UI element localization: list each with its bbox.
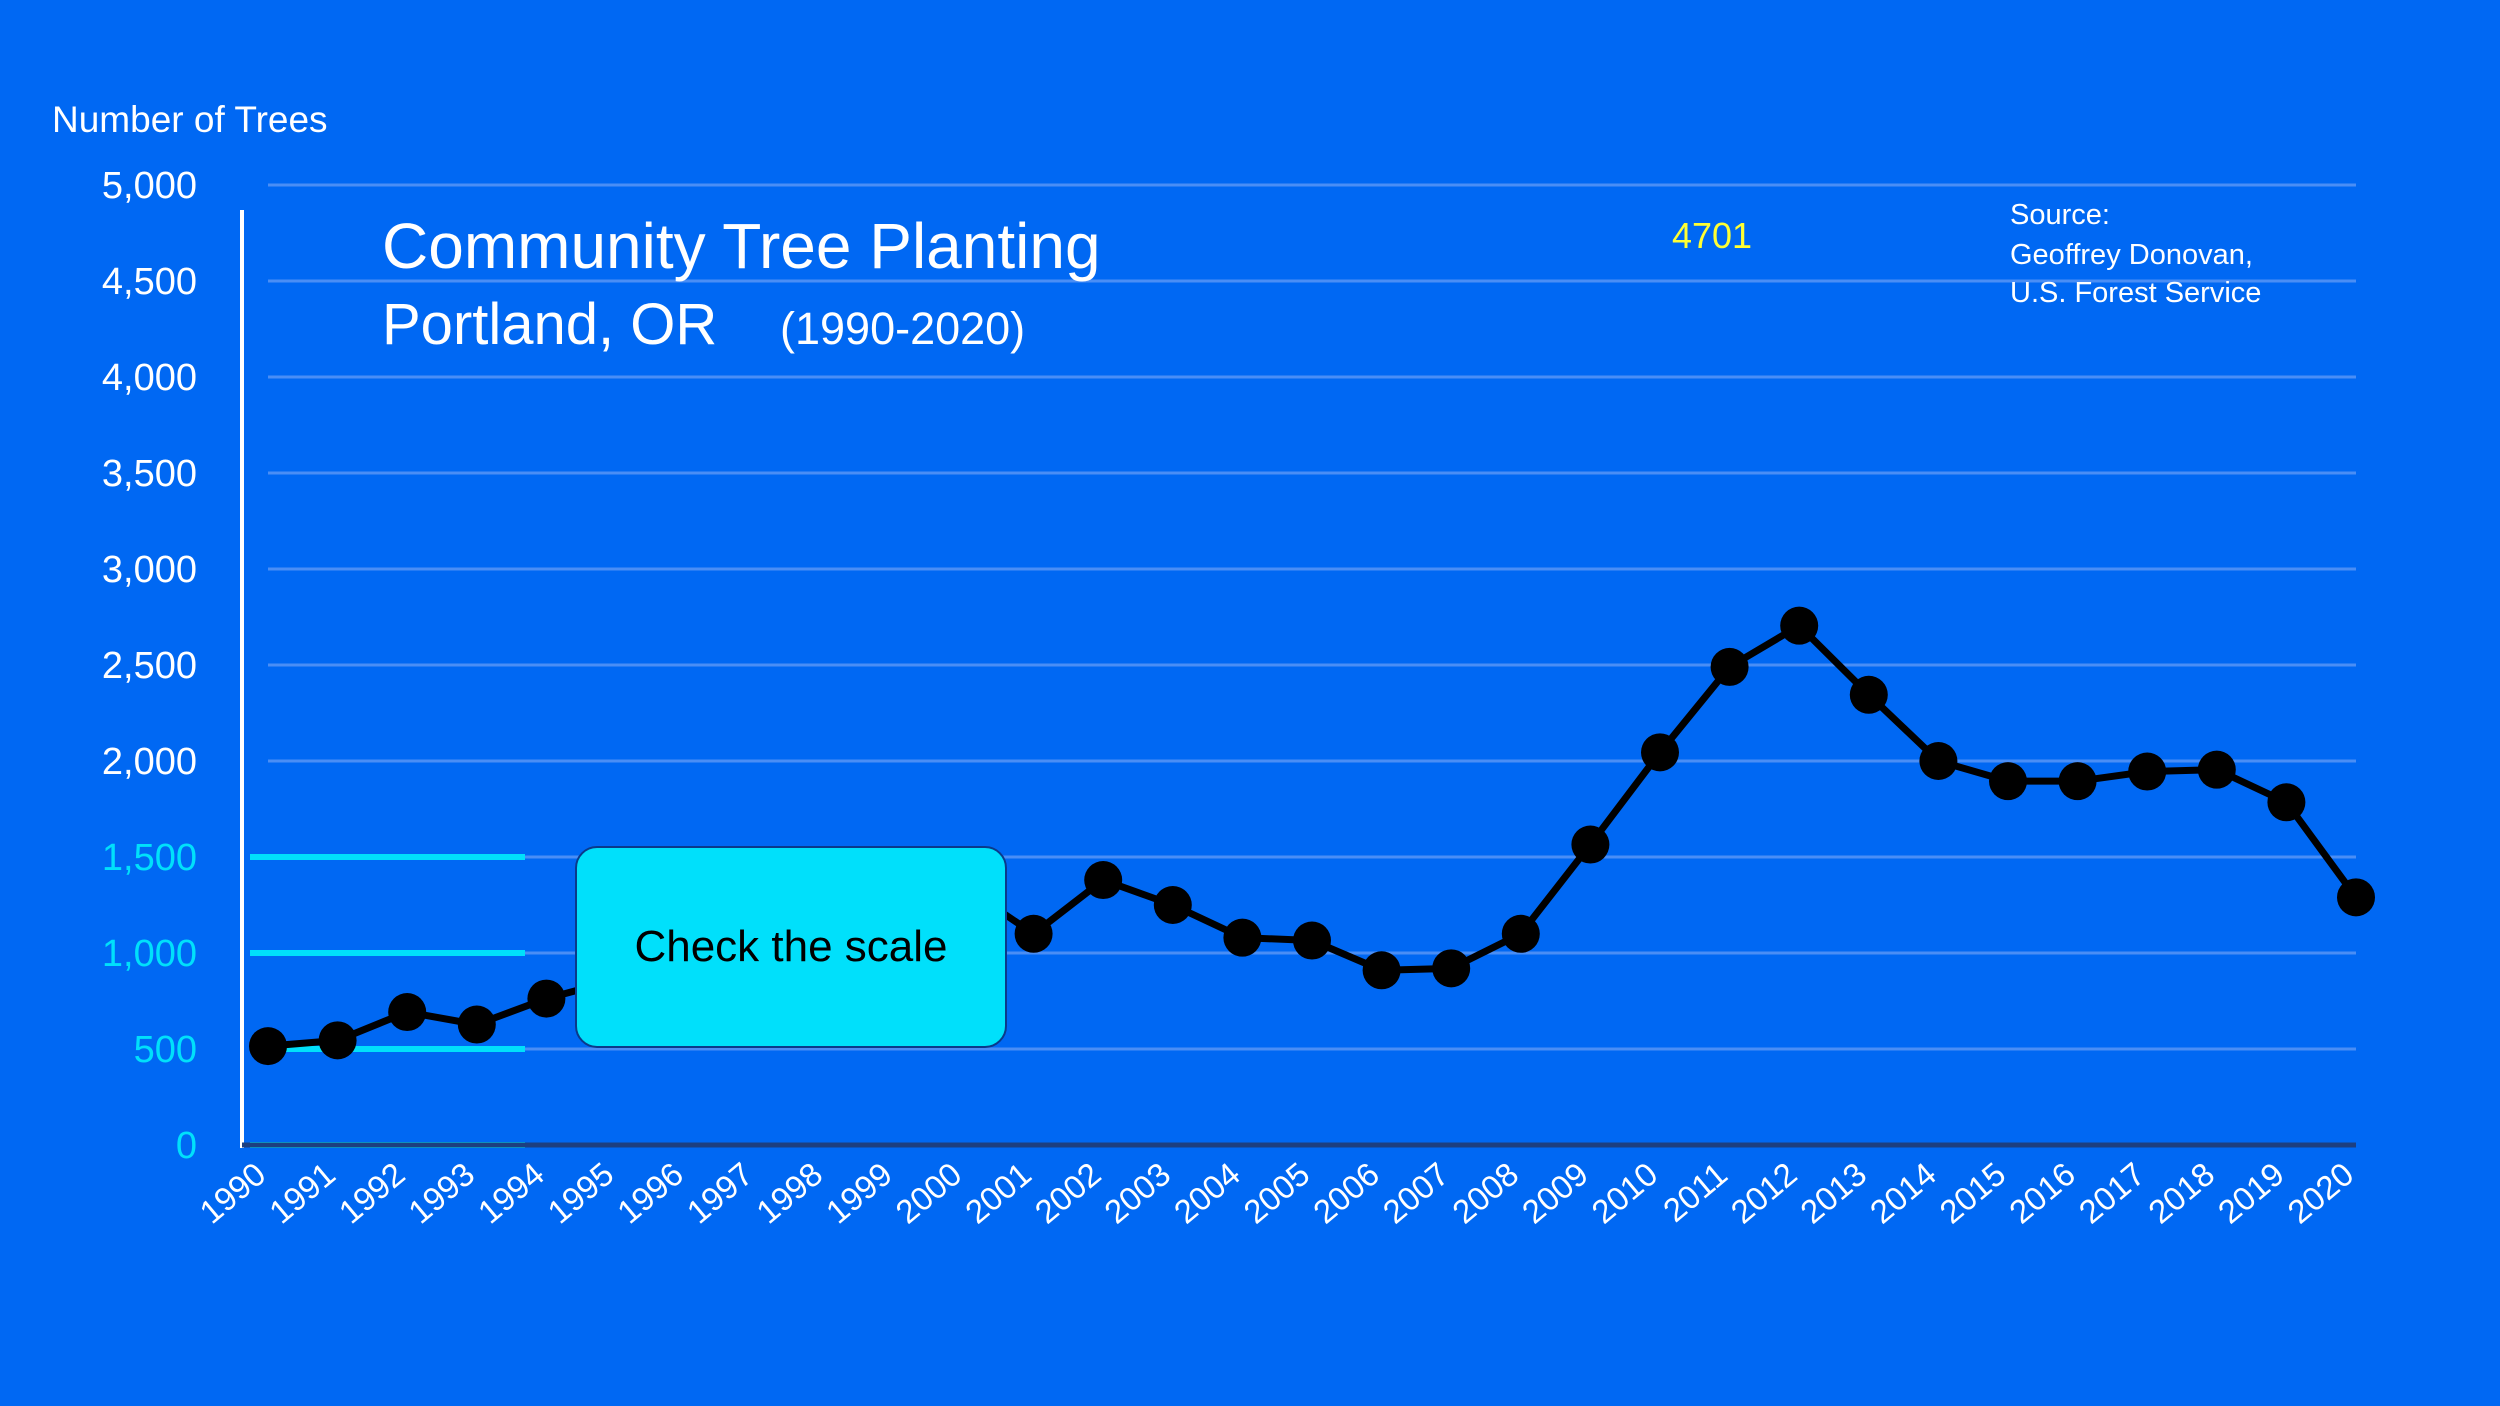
x-tick-label: 1992 bbox=[332, 1155, 412, 1231]
chart-subtitle: Portland, OR bbox=[382, 292, 717, 357]
x-tick-label: 2007 bbox=[1376, 1155, 1456, 1231]
data-point bbox=[1849, 675, 1888, 714]
y-tick-label: 5,000 bbox=[102, 165, 197, 207]
y-tick-label: 0 bbox=[176, 1125, 197, 1167]
y-axis-title: Number of Trees bbox=[52, 99, 328, 140]
x-tick-label: 1990 bbox=[192, 1155, 272, 1231]
x-tick-label: 2004 bbox=[1167, 1155, 1247, 1231]
data-point bbox=[2058, 762, 2097, 801]
data-point bbox=[249, 1027, 287, 1066]
y-tick-label: 1,500 bbox=[102, 837, 197, 879]
x-tick-label: 2009 bbox=[1515, 1155, 1595, 1231]
x-tick-label: 1999 bbox=[819, 1155, 899, 1231]
data-point bbox=[1362, 951, 1401, 990]
x-tick-label: 2017 bbox=[2072, 1155, 2152, 1231]
y-tick-label: 4,000 bbox=[102, 357, 197, 399]
data-point bbox=[1432, 949, 1471, 988]
x-tick-label: 2002 bbox=[1028, 1155, 1108, 1231]
chart-subtitle-range: (1990-2020) bbox=[780, 303, 1025, 354]
data-point bbox=[1989, 762, 2027, 801]
data-point bbox=[2128, 752, 2167, 791]
x-tick-label: 1991 bbox=[262, 1155, 342, 1231]
check-scale-callout: Check the scale bbox=[575, 846, 1007, 1048]
data-point bbox=[1153, 886, 1192, 924]
x-tick-label: 2013 bbox=[1793, 1155, 1873, 1231]
source-line-3: U.S. Forest Service bbox=[2010, 277, 2261, 309]
x-tick-label: 1995 bbox=[540, 1155, 620, 1231]
x-tick-label: 2001 bbox=[958, 1155, 1038, 1231]
source-line-1: Source: bbox=[2010, 199, 2110, 231]
peak-annotation: 4701 bbox=[1672, 215, 1752, 256]
y-tick-label: 500 bbox=[134, 1029, 197, 1071]
x-tick-label: 2010 bbox=[1584, 1155, 1664, 1231]
chart-title: Community Tree Planting bbox=[382, 210, 1101, 282]
x-tick-label: 2006 bbox=[1306, 1155, 1386, 1231]
source-line-2: Geoffrey Donovan, bbox=[2010, 239, 2253, 271]
x-tick-label: 2018 bbox=[2141, 1155, 2221, 1231]
x-tick-label: 1998 bbox=[749, 1155, 829, 1231]
x-tick-label: 1997 bbox=[680, 1155, 760, 1231]
data-point bbox=[388, 993, 427, 1032]
data-point bbox=[1223, 918, 1262, 957]
data-point bbox=[1084, 861, 1123, 900]
x-tick-label: 2005 bbox=[1236, 1155, 1316, 1231]
y-tick-label: 2,500 bbox=[102, 645, 197, 687]
x-tick-label: 2019 bbox=[2211, 1155, 2291, 1231]
data-point bbox=[1014, 914, 1053, 953]
x-tick-label: 2003 bbox=[1097, 1155, 1177, 1231]
y-tick-label: 2,000 bbox=[102, 741, 197, 783]
data-series bbox=[249, 606, 2375, 1066]
data-point bbox=[1293, 921, 1331, 960]
scale-highlight-marks bbox=[250, 854, 525, 1148]
x-tick-label: 2000 bbox=[888, 1155, 968, 1231]
x-tick-label: 2014 bbox=[1863, 1155, 1943, 1231]
data-point bbox=[1641, 733, 1679, 772]
data-point bbox=[1780, 606, 1819, 645]
y-tick-labels: 0 500 1,000 1,500 2,000 2,500 3,000 3,500 4,000 4… bbox=[102, 165, 197, 1167]
x-tick-label: 2012 bbox=[1724, 1155, 1804, 1231]
data-point bbox=[1571, 825, 1610, 864]
data-point bbox=[2197, 750, 2236, 789]
y-tick-label: 1,000 bbox=[102, 933, 197, 975]
data-point bbox=[1501, 914, 1540, 953]
x-tick-label: 2016 bbox=[2002, 1155, 2082, 1231]
y-tick-label: 4,500 bbox=[102, 261, 197, 303]
x-tick-labels: 1990199119921993199419951996199719981999… bbox=[192, 1155, 2360, 1231]
x-tick-label: 1994 bbox=[471, 1155, 551, 1231]
x-tick-label: 1993 bbox=[401, 1155, 481, 1231]
data-point bbox=[2337, 878, 2375, 917]
x-tick-label: 2008 bbox=[1445, 1155, 1525, 1231]
y-tick-label: 3,000 bbox=[102, 549, 197, 591]
x-tick-label: 1996 bbox=[610, 1155, 690, 1231]
data-point bbox=[527, 979, 566, 1018]
data-point bbox=[1710, 647, 1749, 686]
data-point bbox=[457, 1005, 496, 1044]
data-point bbox=[318, 1021, 357, 1060]
data-point bbox=[1919, 742, 1958, 780]
x-tick-label: 2015 bbox=[1932, 1155, 2012, 1231]
x-tick-label: 2011 bbox=[1656, 1155, 1734, 1229]
x-tick-label: 2020 bbox=[2280, 1155, 2360, 1231]
data-point bbox=[2267, 783, 2306, 822]
y-tick-label: 3,500 bbox=[102, 453, 197, 495]
